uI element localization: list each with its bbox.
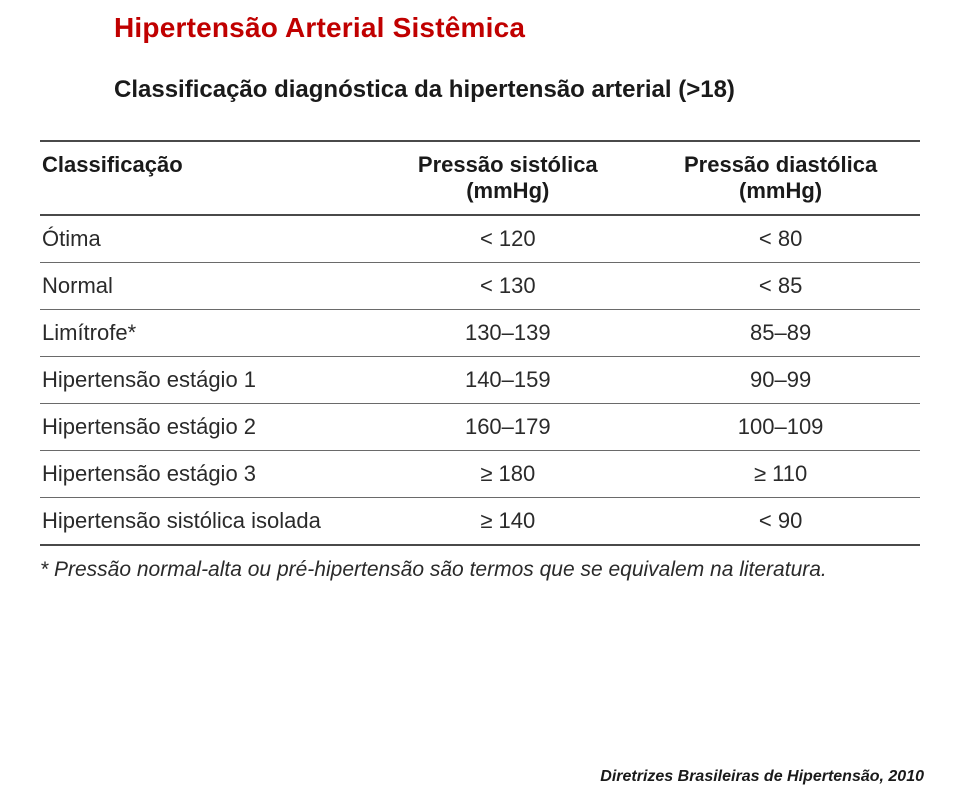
table-row: Hipertensão estágio 3 ≥ 180 ≥ 110 xyxy=(40,451,920,498)
table-row: Ótima < 120 < 80 xyxy=(40,215,920,263)
page-subtitle: Classificação diagnóstica da hipertensão… xyxy=(114,76,920,104)
col-header-diastolic-line1: Pressão diastólica xyxy=(649,152,912,178)
cell-systolic: 140–159 xyxy=(374,357,647,404)
cell-systolic: < 120 xyxy=(374,215,647,263)
table-row: Hipertensão estágio 1 140–159 90–99 xyxy=(40,357,920,404)
cell-systolic: < 130 xyxy=(374,263,647,310)
table: Classificação Pressão sistólica (mmHg) P… xyxy=(40,140,920,546)
table-header-row: Classificação Pressão sistólica (mmHg) P… xyxy=(40,141,920,215)
source-citation: Diretrizes Brasileiras de Hipertensão, 2… xyxy=(600,768,924,786)
cell-name: Hipertensão estágio 3 xyxy=(40,451,374,498)
cell-diastolic: ≥ 110 xyxy=(647,451,920,498)
table-body: Ótima < 120 < 80 Normal < 130 < 85 Limít… xyxy=(40,215,920,545)
cell-name: Normal xyxy=(40,263,374,310)
cell-name: Hipertensão sistólica isolada xyxy=(40,498,374,546)
cell-diastolic: < 80 xyxy=(647,215,920,263)
cell-diastolic: 90–99 xyxy=(647,357,920,404)
cell-diastolic: < 85 xyxy=(647,263,920,310)
table-row: Hipertensão sistólica isolada ≥ 140 < 90 xyxy=(40,498,920,546)
cell-systolic: 160–179 xyxy=(374,404,647,451)
cell-name: Hipertensão estágio 1 xyxy=(40,357,374,404)
col-header-diastolic-line2: (mmHg) xyxy=(649,178,912,204)
col-header-systolic-line2: (mmHg) xyxy=(376,178,639,204)
col-header-classification: Classificação xyxy=(40,141,374,215)
page-title: Hipertensão Arterial Sistêmica xyxy=(114,12,920,44)
table-footnote: * Pressão normal-alta ou pré-hipertensão… xyxy=(40,556,920,584)
col-header-systolic: Pressão sistólica (mmHg) xyxy=(374,141,647,215)
cell-name: Hipertensão estágio 2 xyxy=(40,404,374,451)
table-row: Hipertensão estágio 2 160–179 100–109 xyxy=(40,404,920,451)
table-row: Limítrofe* 130–139 85–89 xyxy=(40,310,920,357)
cell-systolic: ≥ 140 xyxy=(374,498,647,546)
cell-systolic: 130–139 xyxy=(374,310,647,357)
cell-diastolic: 85–89 xyxy=(647,310,920,357)
cell-name: Limítrofe* xyxy=(40,310,374,357)
cell-diastolic: < 90 xyxy=(647,498,920,546)
col-header-diastolic: Pressão diastólica (mmHg) xyxy=(647,141,920,215)
table-row: Normal < 130 < 85 xyxy=(40,263,920,310)
col-header-systolic-line1: Pressão sistólica xyxy=(376,152,639,178)
cell-name: Ótima xyxy=(40,215,374,263)
classification-table: Classificação Pressão sistólica (mmHg) P… xyxy=(40,140,920,584)
cell-systolic: ≥ 180 xyxy=(374,451,647,498)
cell-diastolic: 100–109 xyxy=(647,404,920,451)
page: Hipertensão Arterial Sistêmica Classific… xyxy=(0,0,960,796)
